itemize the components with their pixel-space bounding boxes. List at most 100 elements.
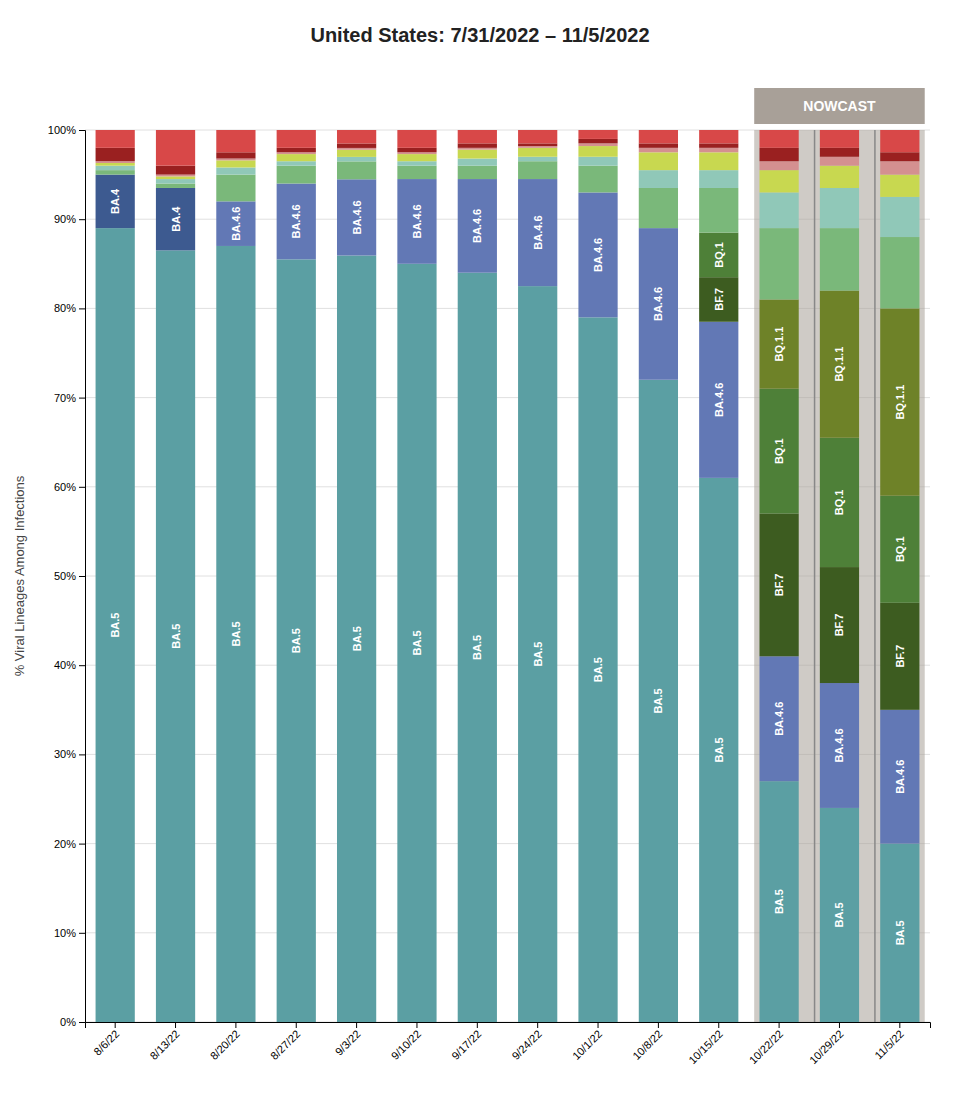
tick-label: 9/10/22 (389, 1028, 423, 1062)
bar-segment (759, 161, 798, 170)
marks (96, 130, 925, 1022)
segment-label: BF.7 (894, 645, 906, 668)
bar-segment (397, 166, 436, 179)
bar-segment (277, 154, 316, 161)
bar-segment (699, 148, 738, 152)
tick-mark (79, 487, 85, 488)
segment-label: BQ.1 (773, 438, 785, 464)
bar-segment (820, 157, 859, 166)
bar-segment (518, 130, 557, 143)
bar-segment (96, 166, 135, 170)
bar-segment (216, 160, 255, 167)
bar-segment (518, 157, 557, 161)
series (96, 161, 920, 308)
bar-segment (337, 143, 376, 147)
tick-mark (235, 1022, 236, 1028)
bar-segment (699, 130, 738, 143)
bar-segment (759, 148, 798, 161)
tick-mark (79, 933, 85, 934)
bar-segment (458, 150, 497, 159)
x-tick: 9/10/22 (389, 1022, 423, 1062)
segment-label: BA.4.6 (532, 215, 544, 249)
bar-segment (96, 148, 135, 161)
axis-domain (86, 1023, 931, 1029)
bar-segment (458, 130, 497, 143)
bar-segment (458, 159, 497, 166)
bar-segment (337, 256, 376, 1022)
bar-segment (759, 389, 798, 514)
bar-segment (397, 130, 436, 148)
bar-segment (639, 148, 678, 152)
bar-segment (518, 179, 557, 286)
bar-segment (458, 273, 497, 1022)
y-axis-label: % Viral Lineages Among Infections (12, 475, 27, 676)
bar-segment (277, 152, 316, 154)
bar-segment (397, 179, 436, 264)
segment-label: BA.5 (411, 630, 423, 655)
plot: BA.5BA.5BA.5BA.5BA.5BA.5BA.5BA.5BA.5BA.5… (48, 88, 931, 1066)
bar-segment (699, 143, 738, 147)
y-tick: 50% (54, 570, 85, 582)
series (96, 175, 196, 251)
grid (85, 130, 930, 1022)
y-tick: 0% (60, 1016, 85, 1028)
bar-segment (277, 259, 316, 1022)
x-tick: 8/20/22 (208, 1022, 242, 1062)
tick-label: 8/13/22 (147, 1028, 181, 1062)
series (699, 233, 919, 603)
x-tick: 11/5/22 (872, 1022, 906, 1061)
tick-mark (79, 219, 85, 220)
bar-segment (820, 808, 859, 1022)
bar-segment (578, 317, 617, 1022)
bar-segment (820, 683, 859, 808)
bar-segment (156, 175, 195, 177)
bar-segment (216, 246, 255, 1022)
segment-label: BA.5 (471, 635, 483, 660)
y-tick: 90% (54, 213, 85, 225)
bar-segment (880, 197, 919, 237)
bar-segment (518, 161, 557, 179)
tick-mark (79, 308, 85, 309)
tick-mark (477, 1022, 478, 1028)
bar-segment (759, 130, 798, 148)
bar-segment (820, 130, 859, 148)
bar-segment (216, 175, 255, 202)
x-tick: 10/1/22 (570, 1022, 604, 1062)
bar-segment (578, 139, 617, 143)
tick-label: 8/6/22 (91, 1028, 121, 1058)
segment-label: BA.4.6 (351, 200, 363, 234)
tick-label: 10/1/22 (570, 1028, 604, 1062)
series (96, 228, 920, 1022)
tick-label: 8/27/22 (268, 1028, 302, 1062)
bar-segment (216, 130, 255, 152)
bar-segment (397, 148, 436, 152)
series (96, 146, 920, 197)
bar-segment (639, 188, 678, 228)
segment-label: BF.7 (713, 288, 725, 311)
bar-segment (639, 170, 678, 188)
segment-label: BA.5 (109, 613, 121, 638)
x-tick: 8/27/22 (268, 1022, 302, 1062)
bar-segment (337, 179, 376, 255)
y-tick: 40% (54, 659, 85, 671)
segment-label: BA.5 (652, 688, 664, 713)
bar-segment (96, 163, 135, 166)
segment-label: BA.5 (170, 624, 182, 649)
tick-mark (779, 1022, 780, 1028)
bar-segment (820, 567, 859, 683)
segment-label: BA.4.6 (833, 728, 845, 762)
bar-segment (96, 228, 135, 1022)
x-tick: 10/15/22 (686, 1022, 725, 1066)
bar-segment (216, 152, 255, 158)
segment-label: BF.7 (773, 574, 785, 597)
segment-label: BA.4.6 (471, 209, 483, 243)
x-tick: 10/8/22 (630, 1022, 664, 1062)
tick-label: 50% (54, 570, 76, 582)
bar-segment (397, 152, 436, 154)
bar-segment (699, 188, 738, 233)
bar-segment (880, 496, 919, 603)
segment-label: BA.5 (351, 626, 363, 651)
bar-segment (699, 322, 738, 478)
y-tick: 10% (54, 927, 85, 939)
tick-mark (658, 1022, 659, 1028)
